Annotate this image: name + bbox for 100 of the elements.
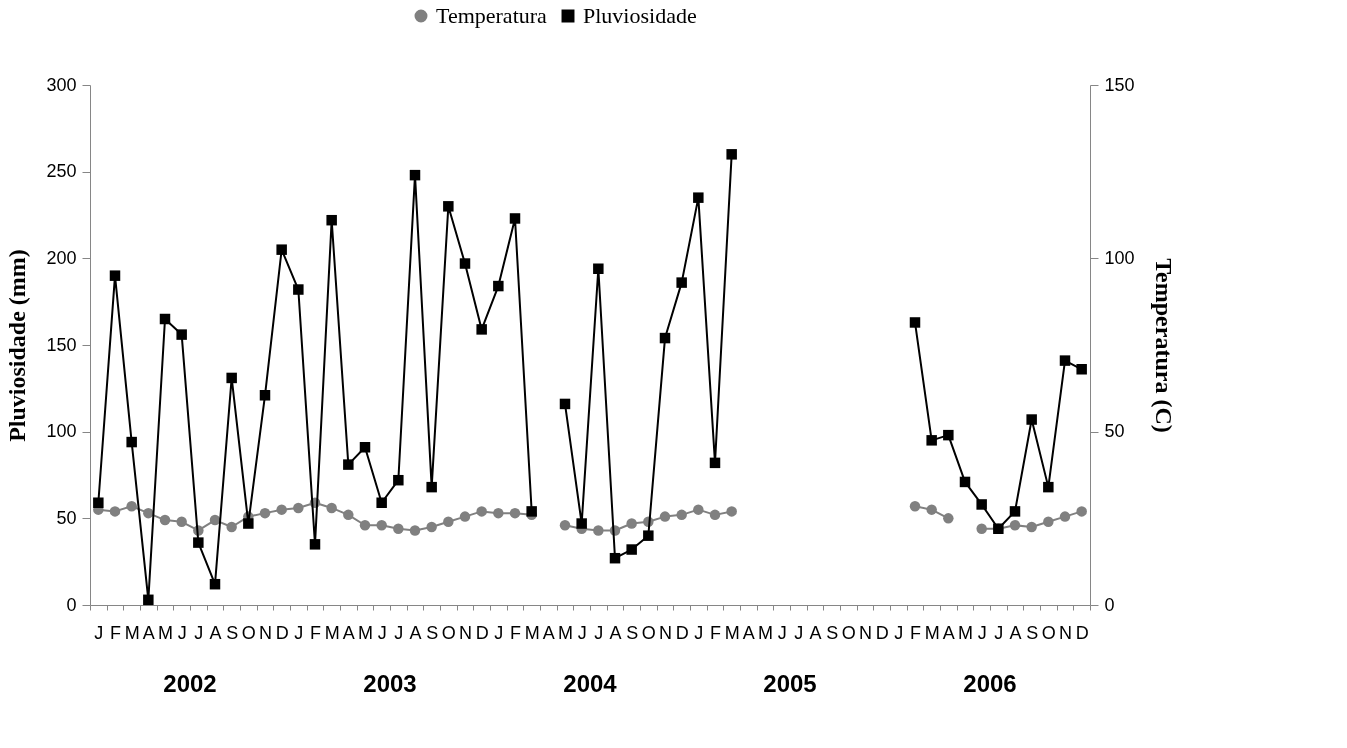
- point: [143, 507, 154, 519]
- x-tick-label: J: [977, 622, 987, 643]
- point: [676, 509, 687, 521]
- point: [109, 270, 121, 281]
- x-tick-label: J: [494, 622, 504, 643]
- point: [726, 149, 737, 160]
- point: [509, 213, 521, 224]
- point: [709, 509, 721, 521]
- x-tick-label: J: [394, 622, 404, 643]
- x-tick-label: D: [675, 622, 689, 643]
- x-tick-label: J: [194, 622, 204, 643]
- x-tick-label: J: [894, 622, 904, 643]
- point: [426, 521, 437, 533]
- legend-label: Pluviosidade: [583, 3, 697, 28]
- point: [1026, 521, 1037, 533]
- x-tick-label: S: [1026, 622, 1039, 643]
- x-tick-label: J: [377, 622, 387, 643]
- y2-tick-label: 150: [1104, 74, 1135, 95]
- x-tick-label: M: [958, 622, 973, 643]
- x-tick-label: A: [609, 622, 622, 643]
- point: [943, 429, 954, 441]
- x-tick-label: M: [558, 622, 573, 643]
- point: [1026, 414, 1037, 425]
- point: [476, 506, 487, 517]
- x-tick-label: M: [358, 622, 373, 643]
- text: 2004: [563, 670, 618, 697]
- text: 2005: [763, 670, 817, 697]
- point: [576, 518, 587, 529]
- point: [1059, 355, 1071, 366]
- x-tick-label: M: [758, 622, 773, 643]
- text: 2006: [963, 670, 1017, 697]
- x-tick-label: J: [777, 622, 787, 643]
- x-tick-label: A: [409, 622, 422, 643]
- point: [343, 509, 354, 521]
- point: [493, 507, 504, 519]
- point: [243, 518, 254, 529]
- point: [659, 332, 671, 344]
- point: [276, 244, 287, 255]
- point: [259, 507, 271, 519]
- x-tick-label: J: [794, 622, 804, 643]
- y2-tick-label: 50: [1104, 421, 1125, 442]
- point: [293, 284, 304, 295]
- point: [176, 516, 187, 528]
- x-tick-label: J: [177, 622, 187, 643]
- point: [526, 506, 537, 517]
- x-tick-label: D: [875, 622, 889, 643]
- x-tick-label: S: [826, 622, 839, 643]
- y-tick-label: 300: [46, 74, 77, 95]
- x-tick-label: N: [259, 622, 272, 643]
- x-tick-label: O: [441, 622, 456, 643]
- point: [626, 544, 637, 555]
- point: [209, 578, 221, 590]
- point: [259, 390, 271, 401]
- point: [909, 317, 921, 328]
- point: [1059, 511, 1071, 522]
- y2-axis-title: Temperatura (C): [1150, 258, 1177, 433]
- text: 2003: [363, 670, 417, 697]
- point: [209, 514, 221, 526]
- x-tick-label: N: [1059, 622, 1072, 643]
- x-tick-label: S: [226, 622, 239, 643]
- x-tick-label: M: [324, 622, 340, 643]
- point: [1043, 481, 1054, 493]
- point: [376, 520, 387, 531]
- x-tick-label: A: [542, 622, 555, 643]
- point: [443, 201, 454, 212]
- point: [409, 525, 421, 536]
- point: [226, 521, 237, 533]
- point: [943, 513, 954, 524]
- x-tick-label: A: [1009, 622, 1022, 643]
- x-tick-label: A: [942, 622, 955, 643]
- point: [109, 506, 121, 517]
- y-tick-label: 0: [66, 594, 77, 615]
- x-tick-label: A: [142, 622, 155, 643]
- point: [326, 214, 337, 226]
- x-tick-label: J: [94, 622, 104, 643]
- point: [1009, 520, 1021, 531]
- point: [559, 520, 571, 531]
- point: [626, 518, 637, 529]
- point: [659, 511, 671, 522]
- point: [1043, 516, 1054, 528]
- x-tick-label: O: [841, 622, 856, 643]
- point: [909, 500, 921, 512]
- x-tick-label: J: [577, 622, 587, 643]
- x-tick-label: F: [910, 622, 921, 643]
- point: [293, 502, 304, 514]
- point: [326, 502, 337, 514]
- point: [593, 525, 604, 536]
- x-tick-label: O: [241, 622, 256, 643]
- y2-tick-label: 100: [1104, 247, 1135, 268]
- x-tick-label: F: [110, 622, 121, 643]
- point: [926, 435, 937, 446]
- point: [359, 442, 371, 453]
- point: [159, 514, 171, 526]
- point: [959, 476, 971, 488]
- point: [276, 504, 287, 515]
- point: [393, 474, 404, 486]
- text: 2002: [163, 670, 217, 697]
- point: [926, 504, 937, 515]
- point: [609, 552, 621, 564]
- point: [593, 263, 604, 274]
